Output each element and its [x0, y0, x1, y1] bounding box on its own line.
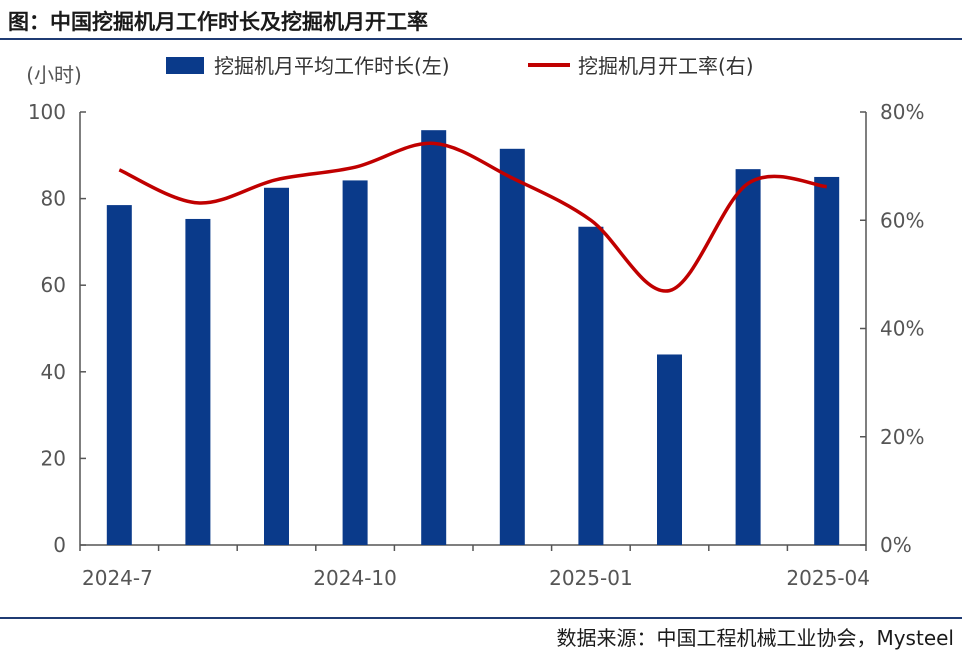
x-tick-label: 2024-10 [313, 566, 397, 590]
chart-title: 图：中国挖掘机月工作时长及挖掘机月开工率 [8, 10, 428, 34]
y-right-tick-label: 60% [880, 208, 924, 232]
bar [578, 226, 604, 545]
legend-swatch-bar [166, 57, 204, 74]
bar [499, 148, 525, 545]
y-left-unit: (小时) [26, 63, 82, 87]
title-rule [0, 38, 962, 40]
x-tick-label: 2025-01 [549, 566, 633, 590]
bar [264, 187, 289, 545]
y-left-tick-label: 20 [41, 446, 66, 470]
y-right-tick-label: 40% [880, 317, 924, 341]
y-left-tick-label: 100 [28, 100, 66, 124]
legend-label-line: 挖掘机月开工率(右) [578, 54, 754, 78]
source-note: 数据来源：中国工程机械工业协会，Mysteel [556, 626, 954, 650]
legend-label-bar: 挖掘机月平均工作时长(左) [214, 54, 450, 78]
y-right-tick-label: 0% [880, 533, 912, 557]
line-series [118, 141, 827, 293]
bar [735, 169, 761, 545]
title-bar: 图：中国挖掘机月工作时长及挖掘机月开工率 [0, 0, 962, 40]
chart: 0 20 40 60 80 100 (小时) 0% 20% 40% 60% 80% 2024-7 2024… [26, 54, 924, 590]
y-left-tick-label: 40 [41, 360, 66, 384]
bar [814, 176, 840, 545]
bar [106, 205, 132, 545]
y-left-tick-label: 60 [41, 273, 66, 297]
y-right-tick-label: 80% [880, 100, 924, 124]
bar [657, 354, 682, 545]
bar [421, 130, 447, 545]
x-tick-label: 2024-7 [82, 566, 153, 590]
bar [185, 218, 211, 546]
y-left-tick-label: 80 [41, 187, 66, 211]
x-tick-label: 2025-04 [786, 566, 870, 590]
footer-rule [0, 617, 962, 619]
y-left-tick-label: 0 [53, 533, 66, 557]
bar [342, 180, 368, 545]
y-right-tick-label: 20% [880, 425, 924, 449]
